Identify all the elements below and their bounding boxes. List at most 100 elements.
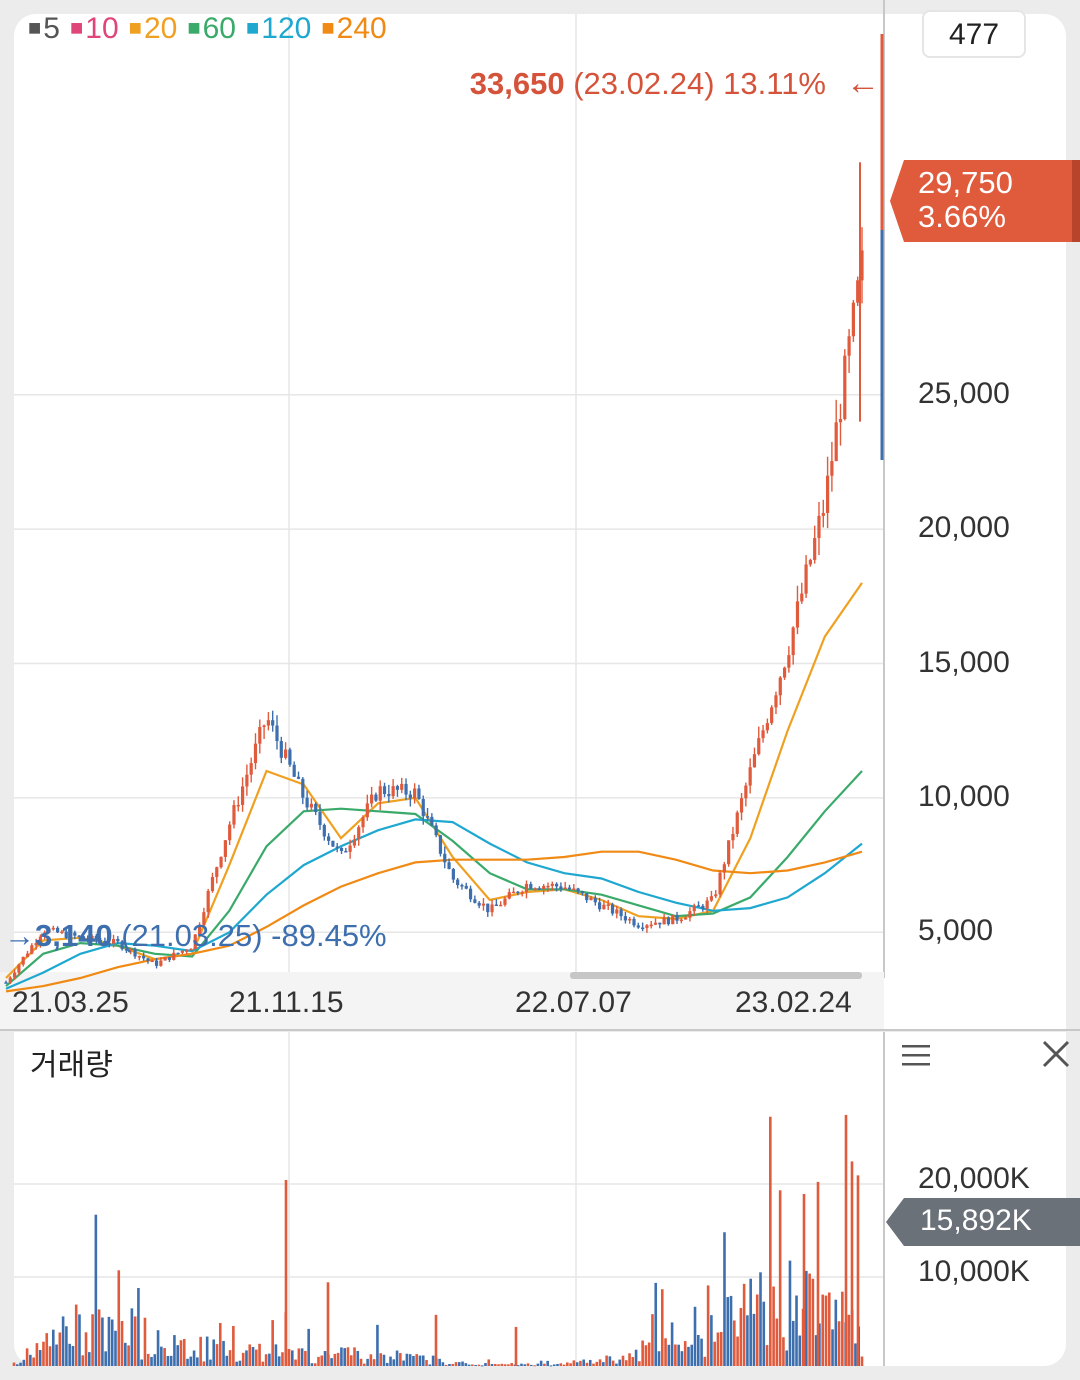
candle-body [787,655,791,668]
candle-body [722,864,726,873]
candle-body [550,883,554,886]
volume-bar [762,1301,766,1366]
legend-item-240[interactable]: ■240 [321,12,386,45]
volume-bar [703,1356,707,1366]
volume-bar [333,1353,337,1366]
candle-body [245,774,249,787]
candle-body [185,950,189,952]
candle-body [770,707,774,724]
candle-body [585,893,589,901]
volume-bar [228,1350,232,1366]
candle-body [481,903,486,906]
candle-count-box[interactable]: 477 [922,10,1026,58]
x-tick-label: 21.03.25 [12,986,129,1019]
volume-bar [736,1336,739,1366]
volume-bar [385,1362,389,1366]
volume-bar [22,1359,26,1366]
volume-bar [369,1354,373,1366]
legend-item-20[interactable]: ■20 [129,12,178,45]
candle-body [90,935,94,940]
close-icon[interactable] [1038,1036,1074,1072]
volume-bar [173,1335,176,1366]
volume-bar [595,1361,599,1366]
volume-bar [110,1319,114,1366]
volume-y-tick-label: 10,000K [918,1255,1030,1288]
volume-bar [814,1335,818,1366]
volume-bar [611,1360,615,1366]
volume-bar [552,1364,556,1366]
legend-item-10[interactable]: ■10 [70,12,119,45]
volume-bar [769,1116,772,1366]
volume-bar [65,1326,68,1366]
volume-bar [634,1349,638,1366]
volume-bar [127,1345,130,1366]
candle-body [542,886,546,890]
volume-bar [182,1338,186,1366]
volume-bar [225,1355,229,1366]
legend-label: 60 [202,12,236,45]
volume-bar [615,1363,618,1366]
candle-body [744,785,748,799]
x-axis-band [0,972,884,1030]
candle-body [425,816,430,818]
volume-bar [778,1190,782,1366]
candle-body [189,948,193,951]
moving-average-legend: ■5 ■10 ■20 ■60 ■120 ■240 [28,12,397,46]
candle-body [795,601,800,628]
x-tick-label: 23.02.24 [735,986,852,1019]
menu-icon[interactable] [900,1040,932,1070]
candle-body [352,839,357,846]
candle-body [808,559,812,565]
legend-item-60[interactable]: ■60 [187,12,236,45]
volume-bar [572,1360,576,1366]
candle-body [301,778,305,798]
candle-body [666,917,671,925]
volume-bar [254,1349,258,1366]
candle-body [615,909,619,914]
volume-bar [117,1270,121,1366]
volume-bar [785,1350,788,1366]
volume-bar [160,1346,163,1366]
volume-bar [582,1359,585,1366]
y-tick-label: 15,000 [918,645,1010,679]
candle-body [490,904,494,913]
volume-bar [346,1347,350,1366]
candle-body [443,853,447,863]
volume-spike-bar [856,1175,860,1366]
volume-bar [297,1348,301,1366]
volume-bar [579,1360,582,1366]
candle-body [641,927,645,930]
candle-body [370,794,374,804]
volume-bar [723,1232,726,1366]
x-tick-label: 22.07.07 [515,986,632,1019]
legend-item-120[interactable]: ■120 [246,12,311,45]
volume-bar [343,1348,346,1366]
legend-item-5[interactable]: ■5 [28,12,60,45]
candle-body [533,888,537,890]
volume-bar [834,1299,838,1366]
volume-bar [25,1348,29,1366]
volume-bar [752,1313,756,1366]
candle-body [202,912,206,925]
candle-body [598,902,602,910]
candle-body [576,888,580,892]
legend-swatch: ■ [69,15,84,40]
volume-bar [660,1289,664,1366]
candle-body [413,788,417,799]
volume-spike-bar [434,1314,438,1366]
candle-body [253,743,258,764]
volume-bar [860,1356,864,1366]
candle-body [675,914,679,921]
volume-bar [133,1316,137,1366]
volume-bar [683,1341,687,1366]
volume-bar [775,1318,779,1366]
current-volume: 15,892K [920,1204,1032,1237]
volume-bar [539,1360,543,1366]
candle-body [679,919,683,922]
candle-body [408,794,412,799]
volume-bar [457,1362,461,1366]
volume-spike-bar [844,1114,848,1366]
volume-bar [795,1295,798,1366]
